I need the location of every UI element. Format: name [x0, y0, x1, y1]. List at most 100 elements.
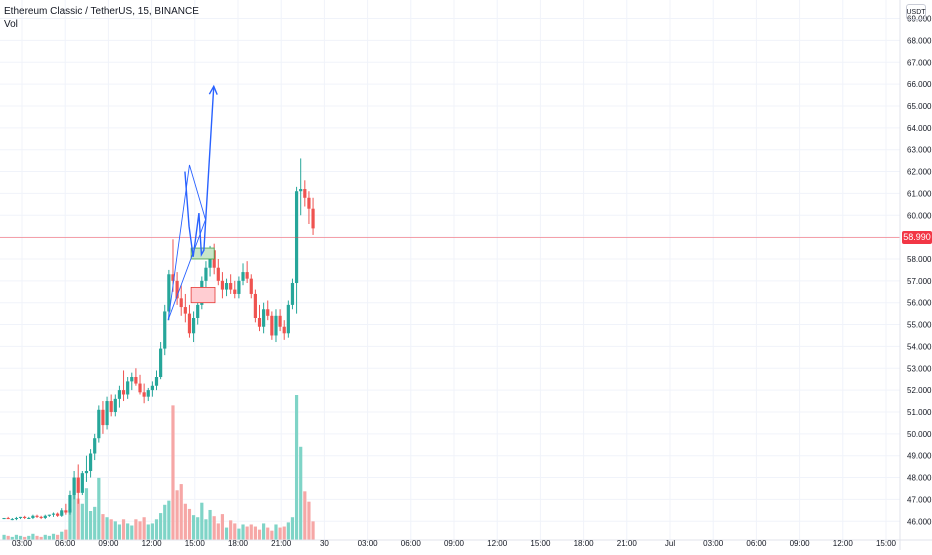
- volume-bar: [216, 523, 220, 540]
- volume-bar: [150, 523, 154, 540]
- volume-bar: [282, 526, 286, 540]
- x-tick-label: 15:00: [530, 539, 551, 548]
- candle-body: [237, 280, 241, 294]
- volume-bar: [60, 531, 64, 540]
- x-tick-label: 15:00: [185, 539, 206, 548]
- candle-body: [51, 513, 56, 515]
- candle-body: [179, 298, 183, 308]
- candle-body: [27, 517, 31, 519]
- volume-legend[interactable]: Vol: [4, 19, 18, 30]
- candle-body: [138, 383, 142, 393]
- y-tick-label: 48.000: [907, 474, 932, 483]
- volume-bar: [47, 535, 51, 540]
- y-tick-label: 64.000: [907, 124, 932, 133]
- candle-body: [60, 510, 64, 516]
- volume-bar: [208, 509, 212, 540]
- x-tick-label: 12:00: [833, 539, 854, 548]
- y-tick-label: 58.000: [907, 255, 932, 264]
- volume-bar: [93, 506, 97, 540]
- candle-body: [72, 477, 76, 496]
- volume-bar: [175, 490, 179, 540]
- candle-body: [262, 309, 266, 327]
- volume-bar: [167, 500, 171, 540]
- candle-body: [93, 438, 97, 454]
- volume-bar: [88, 511, 93, 540]
- x-tick-label: 06:00: [55, 539, 76, 548]
- x-tick-label: 03:00: [358, 539, 379, 548]
- volume-bar: [84, 488, 89, 540]
- volume-bar: [126, 523, 130, 540]
- y-tick-label: 52.000: [907, 386, 932, 395]
- x-tick-label: 09:00: [444, 539, 465, 548]
- volume-bar: [294, 395, 299, 540]
- y-tick-label: 68.000: [907, 36, 932, 45]
- candle-body: [109, 401, 113, 412]
- candle-body: [233, 289, 237, 294]
- triangle-pattern: [167, 164, 207, 321]
- volume-bar: [204, 519, 208, 540]
- volume-bar: [68, 508, 72, 540]
- x-tick-label: 18:00: [228, 539, 249, 548]
- candle-body: [266, 309, 270, 316]
- y-tick-label: 63.000: [907, 146, 932, 155]
- currency-badge[interactable]: USDT: [906, 4, 926, 20]
- x-tick-label: 12:00: [142, 539, 163, 548]
- candle-body: [299, 189, 303, 192]
- volume-bar: [278, 527, 282, 540]
- candle-body: [130, 377, 134, 382]
- volume-bar: [18, 535, 23, 540]
- y-tick-label: 49.000: [907, 452, 932, 461]
- candle-body: [175, 280, 179, 299]
- candle-body: [39, 516, 43, 518]
- candle-body: [97, 409, 101, 439]
- candle-body: [257, 317, 262, 327]
- candle-body: [241, 272, 245, 281]
- x-tick-label: 12:00: [487, 539, 508, 548]
- candle-body: [6, 517, 10, 520]
- y-tick-label: 60.000: [907, 211, 932, 220]
- projection-path: [184, 86, 215, 258]
- volume-bar: [142, 517, 146, 540]
- volume-bar: [191, 515, 196, 540]
- volume-bar: [241, 524, 245, 540]
- candle-body: [167, 274, 171, 312]
- volume-bar: [39, 536, 43, 540]
- y-tick-label: 53.000: [907, 364, 932, 373]
- volume-bar: [121, 519, 126, 540]
- volume-bar: [51, 533, 56, 540]
- volume-bar: [138, 521, 142, 540]
- x-tick-label: 09:00: [790, 539, 811, 548]
- candle-body: [282, 326, 286, 334]
- candle-body: [10, 519, 14, 521]
- volume-bar: [270, 530, 274, 540]
- volume-bar: [134, 519, 138, 540]
- candle-body: [311, 208, 315, 229]
- candle-body: [68, 495, 72, 513]
- volume-bar: [109, 519, 113, 540]
- candle-body: [76, 477, 80, 493]
- y-tick-label: 62.000: [907, 168, 932, 177]
- x-tick-label: Jul: [665, 539, 675, 548]
- volume-bar: [154, 519, 159, 540]
- candle-body: [224, 283, 229, 290]
- candle-body: [18, 516, 23, 518]
- candle-body: [35, 515, 39, 517]
- candle-body: [229, 283, 233, 290]
- y-tick-label: 55.000: [907, 321, 932, 330]
- volume-bar: [212, 516, 216, 540]
- candle-body: [117, 390, 122, 399]
- candle-body: [220, 280, 225, 290]
- volume-bar: [64, 529, 68, 540]
- volume-bar: [311, 521, 315, 540]
- candle-body: [31, 515, 35, 518]
- candle-body: [216, 267, 220, 281]
- y-tick-label: 61.000: [907, 189, 932, 198]
- candle-body: [134, 377, 138, 384]
- symbol-title[interactable]: Ethereum Classic / TetherUS, 15, BINANCE: [4, 6, 199, 17]
- volume-bar: [220, 514, 225, 540]
- x-tick-label: 03:00: [703, 539, 724, 548]
- candle-body: [113, 398, 117, 412]
- candle-body: [56, 513, 60, 516]
